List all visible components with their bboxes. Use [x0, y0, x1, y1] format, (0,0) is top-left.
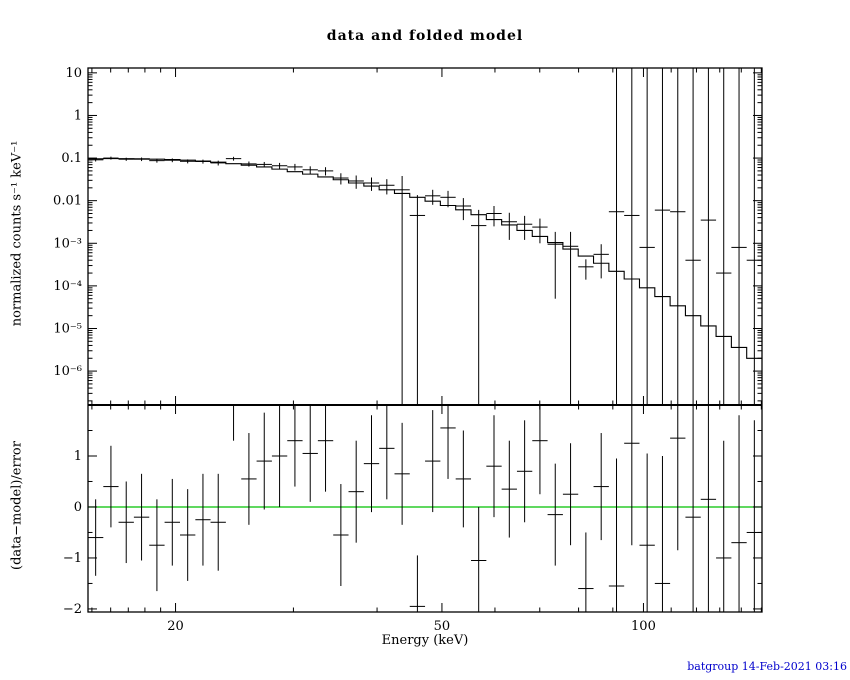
credit-text: batgroup 14-Feb-2021 03:16: [687, 660, 847, 673]
y-tick-label-spectrum: 1: [74, 108, 82, 123]
y-tick-label-residuals: 0: [74, 500, 82, 515]
y-tick-label-spectrum: 10⁻³: [53, 236, 82, 251]
plot-border: [87, 67, 763, 613]
chart-title: data and folded model: [326, 28, 524, 44]
y-tick-label-residuals: 1: [74, 449, 82, 464]
y-tick-label-residuals: −1: [63, 551, 82, 566]
y-tick-label-spectrum: 10: [65, 66, 82, 81]
data-errorbars: [88, 68, 762, 405]
x-tick-label: 50: [434, 619, 451, 634]
y-tick-label-residuals: −2: [63, 602, 82, 617]
model-step-line: [88, 158, 762, 359]
axis-ticks: [88, 68, 762, 612]
x-tick-label: 20: [167, 619, 184, 634]
x-axis-label: Energy (keV): [381, 633, 469, 648]
y-tick-label-spectrum: 10⁻⁴: [53, 279, 82, 294]
y-tick-label-spectrum: 0.01: [53, 194, 82, 209]
x-tick-label: 100: [631, 619, 656, 634]
y-tick-label-spectrum: 10⁻⁵: [53, 321, 82, 336]
residual-errorbars: [88, 405, 762, 612]
y-tick-label-spectrum: 10⁻⁶: [53, 364, 82, 379]
y-axis-label-residuals: (data−model)/error: [9, 441, 25, 570]
y-tick-label-spectrum: 0.1: [61, 151, 82, 166]
